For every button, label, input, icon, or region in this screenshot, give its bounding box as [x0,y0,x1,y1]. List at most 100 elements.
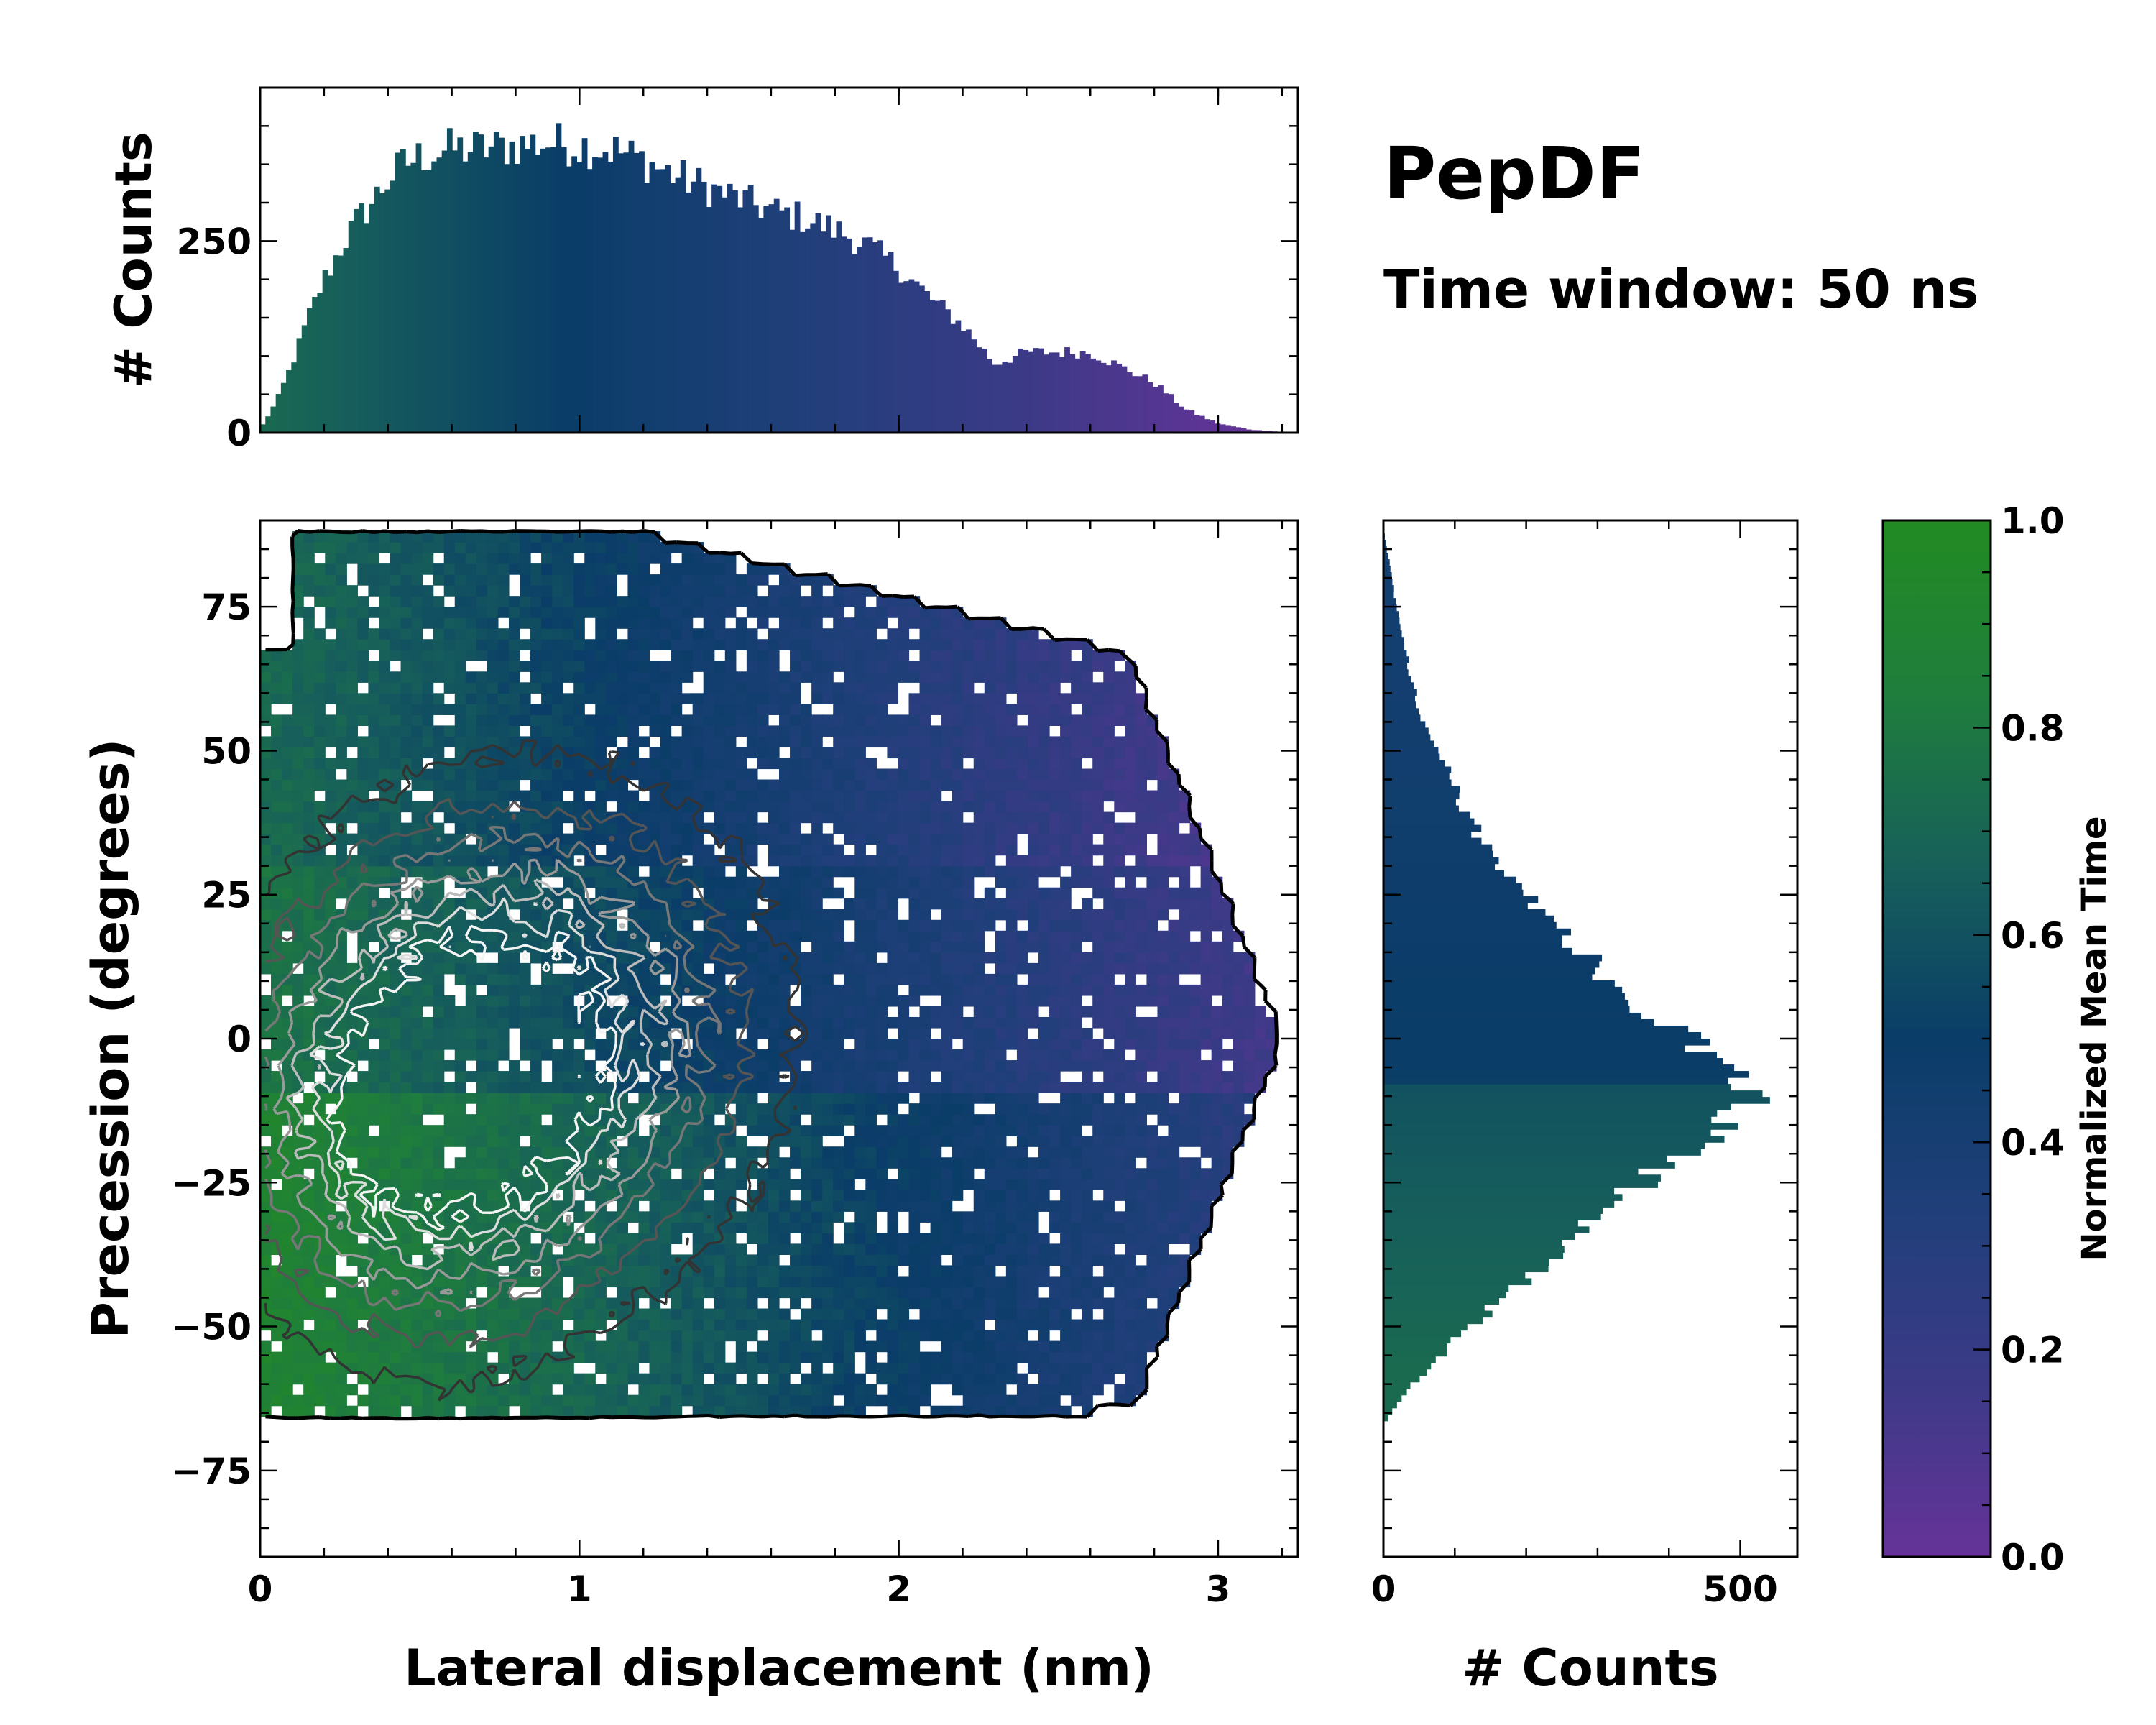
heatmap-cell [1222,919,1234,932]
heatmap-cell [357,1362,369,1374]
heatmap-cell [887,995,899,1007]
heatmap-cell [833,1405,844,1417]
heatmap-cell [1049,930,1061,942]
heatmap-cell [844,898,855,910]
heatmap-cell [1016,1146,1028,1158]
heatmap-cell [617,1308,629,1320]
heatmap-cell [1016,1039,1028,1050]
heatmap-cell [779,1103,791,1115]
heatmap-cell [692,1373,704,1385]
heatmap-cell [660,1200,672,1212]
heatmap-cell [811,1049,823,1061]
heatmap-cell [1157,973,1169,985]
heatmap-cell [1092,1233,1104,1244]
heatmap-cell [919,1243,931,1256]
heatmap-cell [336,1319,347,1331]
heatmap-cell [520,887,531,899]
heatmap-cell [844,833,855,845]
heatmap-cell [422,801,434,813]
heatmap-cell [638,1330,650,1342]
heatmap-cell [1016,1157,1028,1169]
heatmap-cell [822,1103,834,1115]
heatmap-cell [433,865,445,878]
heatmap-cell [973,790,985,802]
heatmap-cell [411,833,423,845]
heatmap-cell [1005,822,1018,834]
heatmap-cell [1189,1016,1202,1029]
heatmap-cell [1049,1222,1061,1233]
heatmap-cell [1211,1114,1223,1126]
heatmap-cell [443,1373,456,1385]
heatmap-cell [454,1319,466,1331]
heatmap-cell [411,1394,423,1407]
heatmap-cell [898,1082,910,1093]
heatmap-cell [422,833,434,845]
heatmap-cell [325,1276,336,1288]
heatmap-cell [563,995,574,1007]
heatmap-cell [1135,1125,1148,1136]
heatmap-cell [703,1071,715,1082]
heatmap-cell [1027,887,1039,899]
heatmap-cell [1103,1071,1115,1082]
heatmap-cell [865,1082,877,1093]
heatmap-cell [671,790,683,802]
heatmap-cell [476,1060,488,1072]
heatmap-cell [887,1211,899,1223]
heatmap-cell [606,1351,617,1363]
heatmap-cell [1114,1308,1125,1320]
heatmap-cell [497,908,510,921]
heatmap-cell [757,1254,769,1266]
heatmap-cell [552,811,563,824]
heatmap-cell [887,898,899,910]
heatmap-cell [627,1049,640,1061]
heatmap-cell [854,865,866,878]
heatmap-cell [584,1384,596,1396]
heatmap-cell [1038,1168,1050,1179]
heatmap-cell [1125,973,1136,985]
heatmap-cell [476,1384,488,1396]
heatmap-cell [1027,1157,1039,1169]
heatmap-cell [303,1071,315,1082]
heatmap-cell [282,1351,293,1363]
heatmap-cell [908,1125,921,1136]
heatmap-cell [952,833,964,845]
heatmap-cell [984,1168,996,1179]
heatmap-cell [520,984,531,996]
heatmap-cell [271,1136,282,1147]
heatmap-cell [1038,801,1050,813]
heatmap-cell [746,1016,758,1029]
heatmap-cell [1135,1308,1148,1320]
heatmap-cell [833,790,844,802]
heatmap-cell [400,1060,413,1072]
heatmap-cell [638,1092,650,1104]
heatmap-cell [1135,887,1148,899]
heatmap-cell [552,1016,563,1029]
heatmap-cell [822,1384,834,1396]
heatmap-cell [1200,1039,1212,1050]
heatmap-cell [271,865,282,878]
heatmap-cell [1060,1405,1072,1417]
heatmap-cell [768,1362,780,1374]
heatmap-cell [1114,801,1125,813]
heatmap-cell [844,865,855,878]
heatmap-cell [390,1082,402,1093]
heatmap-cell [497,1016,510,1029]
heatmap-cell [692,1006,704,1018]
heatmap-cell [919,1039,931,1050]
heatmap-cell [1233,962,1245,975]
heatmap-cell [984,1265,996,1277]
heatmap-cell [930,1049,942,1061]
heatmap-cell [735,876,747,888]
heatmap-cell [854,1071,866,1082]
heatmap-cell [595,887,607,899]
heatmap-cell [1146,1319,1158,1331]
heatmap-cell [541,844,553,856]
heatmap-cell [1157,1039,1169,1050]
heatmap-cell [260,1287,272,1299]
heatmap-cell [1071,1254,1082,1266]
heatmap-cell [476,822,488,834]
heatmap-cell [260,898,272,910]
heatmap-cell [487,1060,499,1072]
heatmap-cell [1049,1319,1061,1331]
heatmap-cell [692,801,704,813]
